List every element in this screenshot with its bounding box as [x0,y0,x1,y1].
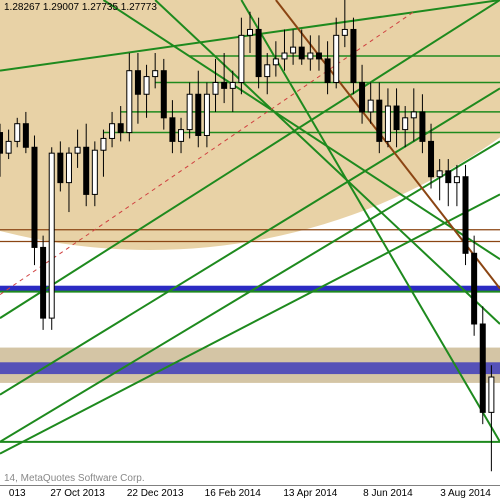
x-tick-label: 16 Feb 2014 [205,488,261,499]
ohlc-header: 1.28267 1.29007 1.27735 1.27773 [4,2,157,13]
x-tick-label: 13 Apr 2014 [283,488,337,499]
x-tick-label: 27 Oct 2013 [50,488,104,499]
copyright-label: 14, MetaQuotes Software Corp. [4,473,145,484]
x-tick-label: 22 Dec 2013 [127,488,184,499]
x-tick-label: 3 Aug 2014 [440,488,491,499]
x-tick-label: 8 Jun 2014 [363,488,413,499]
candlestick-chart: 1.28267 1.29007 1.27735 1.27773 14, Meta… [0,0,500,500]
x-tick-label: 013 [9,488,26,499]
x-axis: 013 27 Oct 2013 22 Dec 2013 16 Feb 2014 13 A… [0,485,500,500]
chart-canvas [0,0,500,500]
